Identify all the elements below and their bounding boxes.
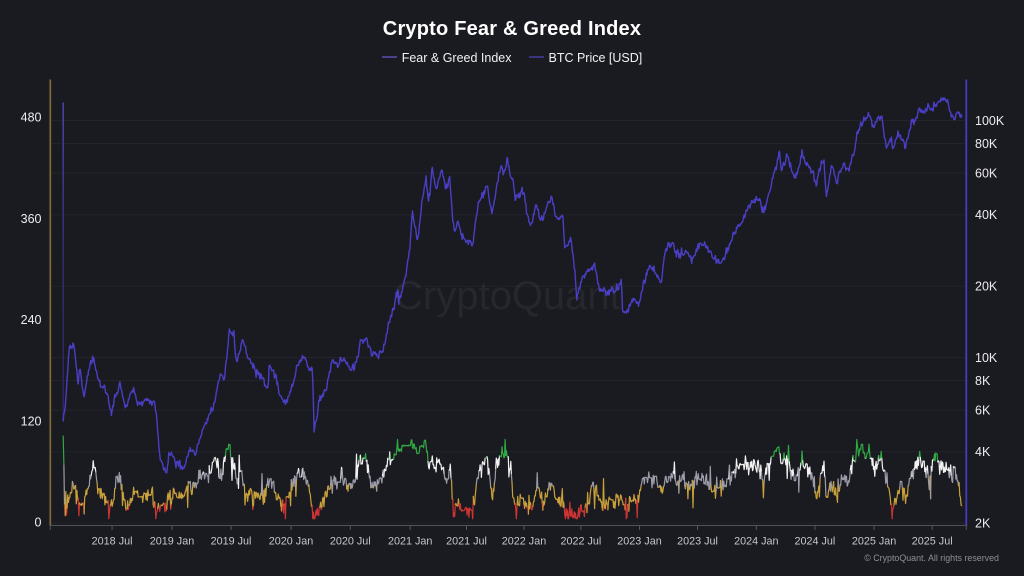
svg-text:2025 Jan: 2025 Jan	[852, 536, 896, 548]
svg-text:360: 360	[21, 212, 42, 226]
svg-text:2019 Jul: 2019 Jul	[211, 536, 252, 548]
svg-text:2022 Jan: 2022 Jan	[502, 536, 546, 548]
svg-text:8K: 8K	[975, 374, 991, 388]
svg-text:2024 Jul: 2024 Jul	[794, 536, 835, 548]
svg-text:2022 Jul: 2022 Jul	[560, 536, 601, 548]
svg-text:100K: 100K	[975, 114, 1005, 128]
svg-text:40K: 40K	[975, 208, 998, 222]
svg-text:6K: 6K	[975, 404, 991, 418]
svg-text:120: 120	[21, 414, 42, 428]
svg-text:2020 Jan: 2020 Jan	[269, 536, 313, 548]
svg-text:80K: 80K	[975, 137, 998, 151]
svg-text:20K: 20K	[975, 280, 998, 294]
svg-text:480: 480	[21, 111, 42, 125]
svg-text:2024 Jan: 2024 Jan	[734, 536, 778, 548]
svg-text:2021 Jul: 2021 Jul	[446, 536, 487, 548]
svg-text:10K: 10K	[975, 351, 998, 365]
svg-text:2020 Jul: 2020 Jul	[330, 536, 371, 548]
svg-text:4K: 4K	[975, 445, 991, 459]
svg-text:2021 Jan: 2021 Jan	[388, 536, 432, 548]
svg-text:2023 Jan: 2023 Jan	[617, 536, 661, 548]
svg-text:2K: 2K	[975, 517, 991, 531]
svg-text:2025 Jul: 2025 Jul	[912, 536, 953, 548]
svg-text:2019 Jan: 2019 Jan	[150, 536, 194, 548]
svg-text:60K: 60K	[975, 167, 998, 181]
svg-text:240: 240	[21, 313, 42, 327]
svg-text:2018 Jul: 2018 Jul	[92, 536, 133, 548]
svg-text:0: 0	[35, 516, 42, 530]
svg-text:2023 Jul: 2023 Jul	[677, 536, 718, 548]
